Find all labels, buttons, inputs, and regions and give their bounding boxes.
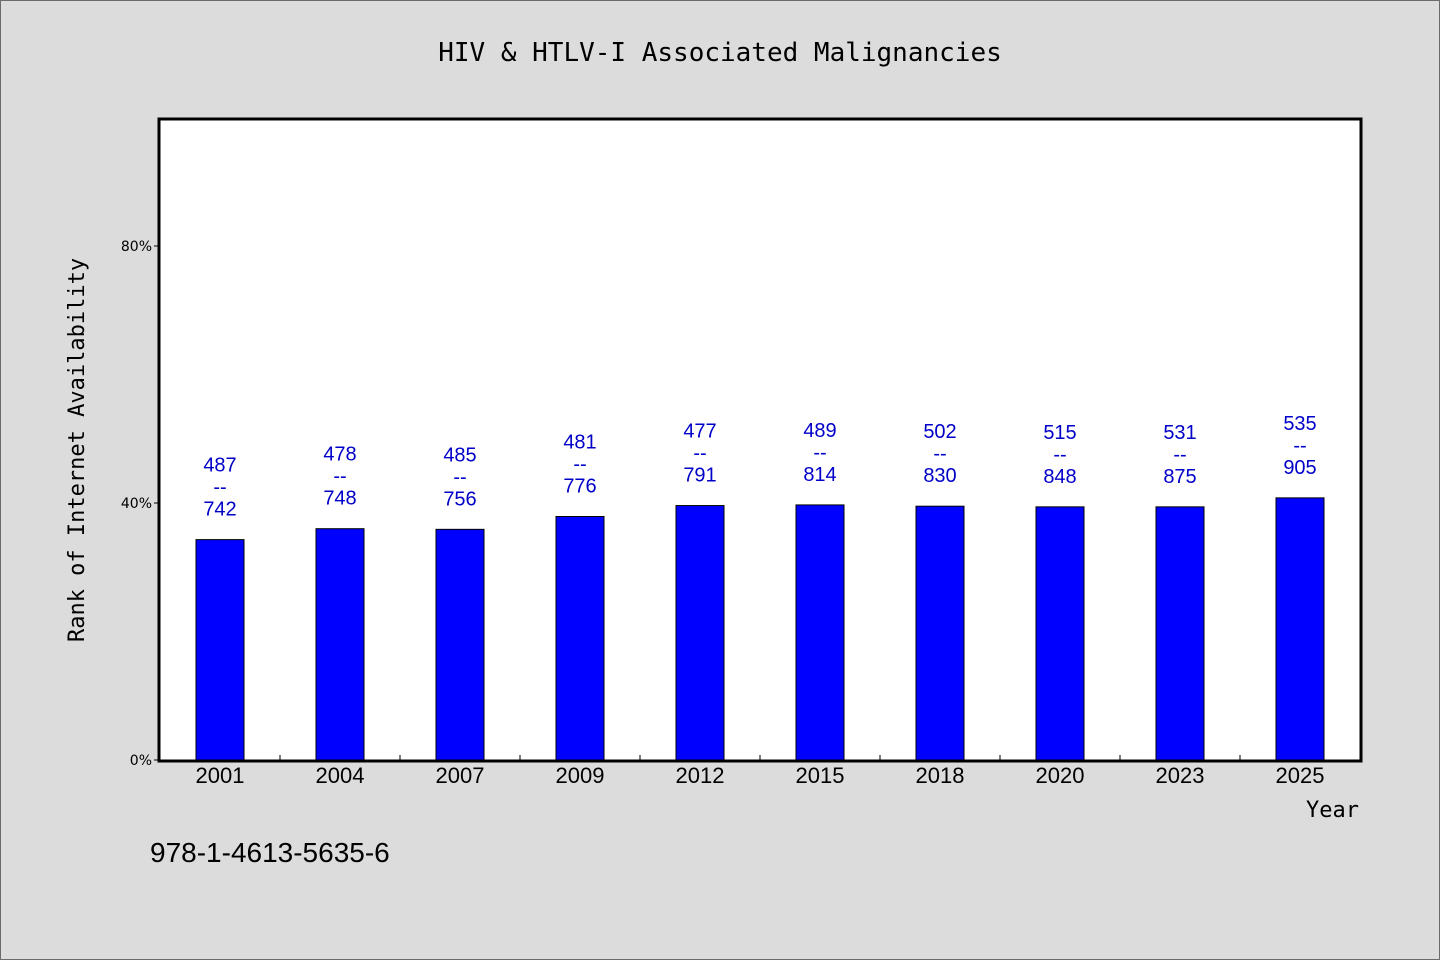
- data-label-2020-line-3: 848: [1043, 466, 1076, 488]
- data-label-2018-line-2: --: [933, 443, 946, 465]
- x-tick-label-2004: 2004: [316, 763, 365, 788]
- data-label-2025-line-2: --: [1293, 435, 1306, 457]
- data-label-2018-line-3: 830: [923, 465, 956, 487]
- data-labels-group: 487--742478--748485--756481--776477--791…: [203, 413, 1316, 521]
- y-tick-label-0: 0%: [130, 753, 152, 769]
- bar-2004: [315, 528, 365, 761]
- y-tick-label-40: 40%: [121, 496, 152, 512]
- data-label-2009-line-3: 776: [563, 475, 596, 497]
- data-label-2004-line-1: 478: [323, 444, 356, 466]
- data-label-2015-line-1: 489: [803, 420, 836, 442]
- x-tick-label-2009: 2009: [556, 763, 605, 788]
- x-tick-label-2023: 2023: [1156, 763, 1205, 788]
- bars-group: [195, 497, 1325, 761]
- data-label-2020-line-1: 515: [1043, 422, 1076, 444]
- x-tick-label-2018: 2018: [916, 763, 965, 788]
- bar-2007: [435, 528, 485, 761]
- data-label-2001-line-1: 487: [203, 455, 236, 477]
- bar-2018: [915, 505, 965, 761]
- data-label-2015-line-2: --: [813, 442, 826, 464]
- data-label-2018-line-1: 502: [923, 421, 956, 443]
- data-label-2004-line-2: --: [333, 466, 346, 488]
- bar-2001: [195, 539, 245, 761]
- x-tick-label-2012: 2012: [676, 763, 725, 788]
- bar-2015: [795, 504, 845, 761]
- x-tick-label-2001: 2001: [196, 763, 245, 788]
- data-label-2007-line-3: 756: [443, 488, 476, 510]
- x-tick-label-2020: 2020: [1036, 763, 1085, 788]
- data-label-2012-line-3: 791: [683, 465, 716, 487]
- data-label-2023-line-1: 531: [1163, 422, 1196, 444]
- data-label-2009-line-1: 481: [563, 431, 596, 453]
- y-axis-label: Rank of Internet Availability: [65, 258, 90, 642]
- data-label-2007-line-1: 485: [443, 444, 476, 466]
- data-label-2001-line-2: --: [213, 477, 226, 499]
- bar-2020: [1035, 506, 1085, 761]
- bar-2023: [1155, 506, 1205, 761]
- y-axis: 0% 40% 80%: [121, 239, 160, 769]
- bar-2025: [1275, 497, 1325, 761]
- data-label-2015-line-3: 814: [803, 464, 836, 486]
- x-axis-label: Year: [1306, 798, 1359, 823]
- data-label-2004-line-3: 748: [323, 488, 356, 510]
- data-label-2001-line-3: 742: [203, 499, 236, 521]
- x-tick-label-2015: 2015: [796, 763, 845, 788]
- data-label-2025-line-3: 905: [1283, 457, 1316, 479]
- data-label-2007-line-2: --: [453, 466, 466, 488]
- x-tick-label-2025: 2025: [1276, 763, 1325, 788]
- x-tick-label-2007: 2007: [436, 763, 485, 788]
- data-label-2012-line-1: 477: [683, 421, 716, 443]
- data-label-2023-line-3: 875: [1163, 466, 1196, 488]
- data-label-2012-line-2: --: [693, 443, 706, 465]
- data-label-2009-line-2: --: [573, 453, 586, 475]
- chart-title: HIV & HTLV-I Associated Malignancies: [438, 38, 1002, 68]
- footnote-isbn: 978-1-4613-5635-6: [150, 837, 390, 868]
- data-label-2020-line-2: --: [1053, 444, 1066, 466]
- data-label-2023-line-2: --: [1173, 444, 1186, 466]
- data-label-2025-line-1: 535: [1283, 413, 1316, 435]
- y-tick-label-80: 80%: [121, 239, 152, 255]
- bar-2012: [675, 505, 725, 761]
- x-axis: 2001 2004 2007 2009 2012 2015 2018 2020 2023 2025: [196, 755, 1325, 788]
- bar-2009: [555, 515, 605, 761]
